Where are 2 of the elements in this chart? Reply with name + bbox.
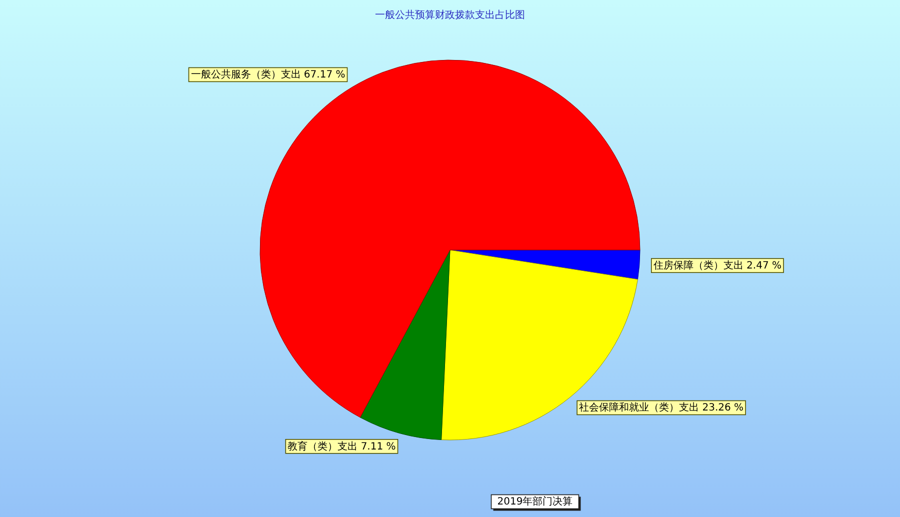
annotation: 2019年部门决算 — [490, 494, 581, 511]
title: 一般公共预算财政拨款支出占比图 — [375, 10, 525, 21]
